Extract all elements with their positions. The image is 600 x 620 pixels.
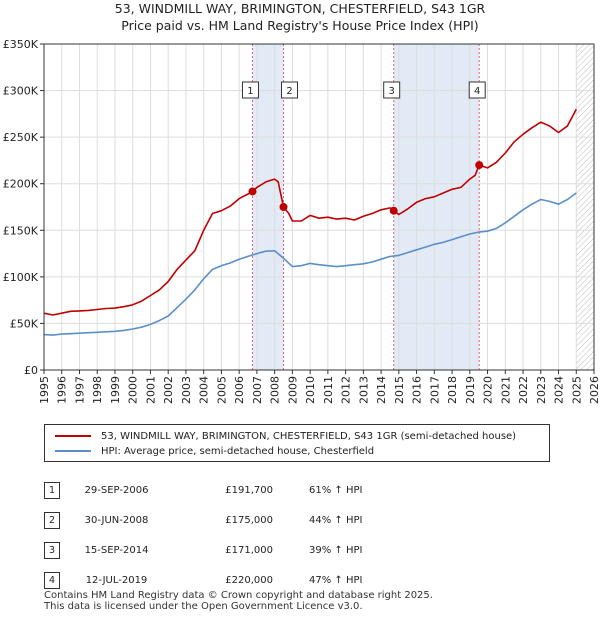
sale-number-label: 2 (286, 86, 292, 97)
transactions-table: 1 29-SEP-2006 £191,700 61% ↑ HPI 2 30-JU… (44, 475, 429, 595)
x-tick-label: 2015 (393, 376, 406, 404)
sale-point (389, 206, 398, 215)
x-tick-label: 2009 (286, 376, 299, 404)
y-tick-label: £300K (3, 85, 39, 98)
table-row: 3 15-SEP-2014 £171,000 39% ↑ HPI (44, 535, 429, 565)
sale-period-band (393, 44, 480, 370)
footer-copyright: Contains HM Land Registry data © Crown c… (44, 590, 433, 601)
legend: 53, WINDMILL WAY, BRIMINGTON, CHESTERFIE… (44, 424, 550, 462)
table-row: 2 30-JUN-2008 £175,000 44% ↑ HPI (44, 505, 429, 535)
x-tick-label: 2023 (535, 376, 548, 404)
x-tick-label: 2006 (233, 376, 246, 404)
sale-number-badge: 2 (44, 511, 60, 529)
x-tick-label: 2013 (357, 376, 370, 404)
sale-number-label: 4 (474, 86, 480, 97)
footer: Contains HM Land Registry data © Crown c… (44, 590, 433, 612)
y-tick-label: £50K (10, 317, 39, 330)
sale-hpi-diff: 39% ↑ HPI (309, 544, 363, 556)
plot-border (43, 43, 595, 371)
y-tick-label: £200K (3, 178, 39, 191)
forecast-hatch-region (576, 44, 594, 370)
legend-swatch-property (55, 435, 91, 437)
sale-point (279, 203, 288, 211)
x-tick-label: 2016 (411, 376, 424, 404)
sale-number-badge: 1 (44, 481, 60, 499)
x-tick-label: 2005 (215, 376, 228, 404)
sale-price: £175,000 (225, 514, 273, 526)
y-tick-label: £100K (3, 271, 39, 284)
sale-number-box (281, 81, 299, 99)
sale-point (475, 161, 484, 170)
sale-number-badge: 3 (44, 541, 60, 559)
x-tick-label: 2019 (464, 376, 477, 404)
y-tick-label: £0 (24, 364, 38, 377)
legend-label-property: 53, WINDMILL WAY, BRIMINGTON, CHESTERFIE… (101, 430, 517, 442)
x-tick-label: 2000 (127, 376, 140, 404)
sale-date: 29-SEP-2006 (84, 484, 149, 496)
footer-license: This data is licensed under the Open Gov… (44, 601, 363, 612)
x-tick-label: 2001 (144, 376, 157, 404)
x-tick-label: 2002 (162, 376, 175, 404)
sale-hpi-diff: 61% ↑ HPI (309, 484, 363, 496)
sale-number-box (468, 81, 486, 99)
x-tick-label: 2017 (428, 376, 441, 404)
y-tick-label: £150K (3, 224, 39, 237)
table-row: 4 12-JUL-2019 £220,000 47% ↑ HPI (44, 565, 429, 595)
price-chart: 1 2 3 4 £0 £50K £100K £150K £200K £250K £300K £350K… (3, 38, 600, 404)
sale-number-box (241, 81, 259, 99)
x-tick-label: 1998 (91, 376, 104, 404)
x-tick-label: 2004 (198, 376, 211, 404)
y-tick-label: £250K (3, 131, 39, 144)
legend-swatch-hpi (55, 450, 91, 452)
legend-item-property: 53, WINDMILL WAY, BRIMINGTON, CHESTERFIE… (55, 429, 516, 443)
x-tick-label: 2024 (553, 376, 566, 404)
sale-price: £191,700 (225, 484, 273, 496)
sale-price: £220,000 (225, 574, 273, 586)
x-tick-label: 1995 (38, 376, 51, 404)
x-tick-label: 1999 (109, 376, 122, 404)
x-tick-label: 2010 (304, 376, 317, 404)
sale-date: 12-JUL-2019 (85, 574, 148, 586)
x-tick-label: 2008 (269, 376, 282, 404)
plot-area (44, 44, 594, 370)
x-tick-label: 1997 (73, 376, 86, 404)
chart-title: 53, WINDMILL WAY, BRIMINGTON, CHESTERFIE… (114, 1, 486, 16)
sale-hpi-diff: 47% ↑ HPI (309, 574, 363, 586)
x-tick-label: 1996 (56, 376, 69, 404)
hpi-line (43, 192, 577, 336)
x-tick-label: 2025 (570, 376, 583, 404)
x-tick-label: 2003 (180, 376, 193, 404)
x-tick-label: 2011 (322, 376, 335, 404)
sale-date: 15-SEP-2014 (84, 544, 149, 556)
x-tick-label: 2018 (446, 376, 459, 404)
legend-item-hpi: HPI: Average price, semi-detached house,… (55, 444, 374, 458)
sale-price: £171,000 (225, 544, 273, 556)
x-tick-label: 2014 (375, 376, 388, 404)
table-row: 1 29-SEP-2006 £191,700 61% ↑ HPI (44, 475, 429, 505)
x-tick-label: 2007 (251, 376, 264, 404)
x-tick-label: 2020 (482, 376, 495, 404)
x-tick-label: 2012 (340, 376, 353, 404)
sale-point (248, 187, 257, 196)
sale-number-label: 3 (389, 86, 395, 97)
sale-number-box (383, 81, 401, 99)
chart-subtitle: Price paid vs. HM Land Registry's House … (121, 18, 479, 33)
sale-hpi-diff: 44% ↑ HPI (309, 514, 363, 526)
sale-number-badge: 4 (44, 571, 60, 589)
x-tick-label: 2022 (517, 376, 530, 404)
sale-date: 30-JUN-2008 (84, 514, 149, 526)
legend-label-hpi: HPI: Average price, semi-detached house,… (101, 445, 375, 457)
y-tick-label: £350K (3, 38, 39, 51)
x-tick-label: 2021 (499, 376, 512, 404)
sale-number-label: 1 (247, 86, 253, 97)
x-tick-label: 2026 (588, 376, 600, 404)
